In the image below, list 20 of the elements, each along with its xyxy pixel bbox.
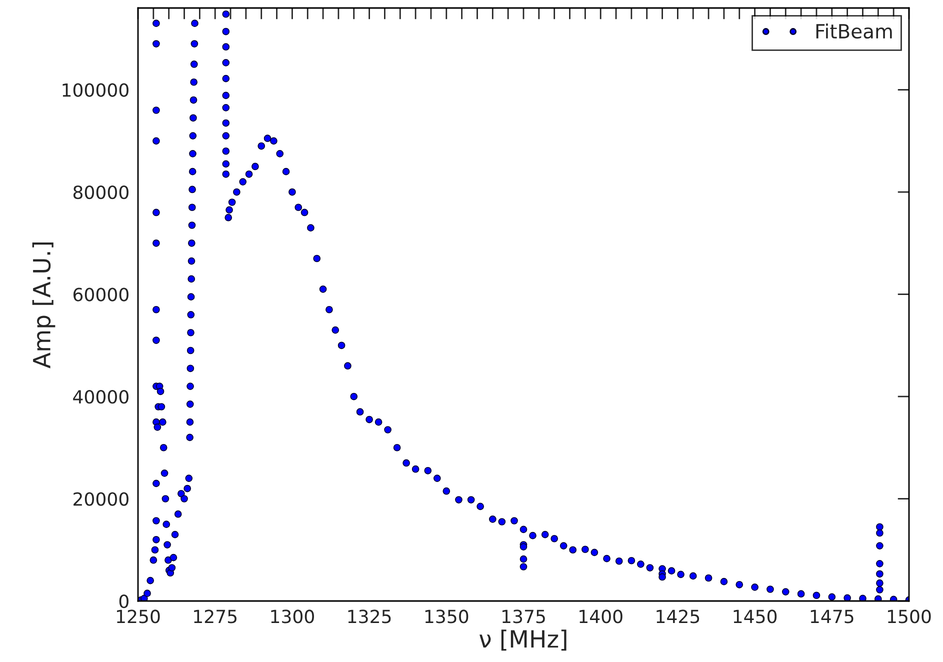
y-tick-label: 40000	[73, 390, 128, 404]
y-tick-label: 20000	[74, 492, 128, 506]
y-tick-label: 100000	[62, 83, 128, 97]
x-tick-label: 1500	[888, 610, 931, 624]
x-tick-label: 1425	[656, 610, 700, 624]
x-tick-label: 1275	[194, 610, 236, 624]
y-axis-title: Amp [A.U.]	[32, 242, 56, 368]
x-tick-label: 1350	[425, 610, 468, 624]
legend-label: FitBeam	[816, 24, 892, 39]
x-tick-label: 1450	[734, 610, 777, 624]
y-tick-label: 0	[119, 594, 128, 608]
x-tick-label: 1325	[348, 610, 391, 624]
x-tick-label: 1400	[580, 610, 622, 624]
x-axis-title: ν [MHz]	[480, 630, 566, 651]
x-tick-label: 1475	[810, 610, 854, 624]
y-tick-label: 80000	[73, 185, 128, 200]
x-tick-label: 1375	[502, 610, 545, 624]
y-tick-label: 60000	[73, 288, 128, 302]
x-tick-label: 1300	[271, 610, 314, 624]
x-tick-label: 1250	[117, 610, 160, 624]
